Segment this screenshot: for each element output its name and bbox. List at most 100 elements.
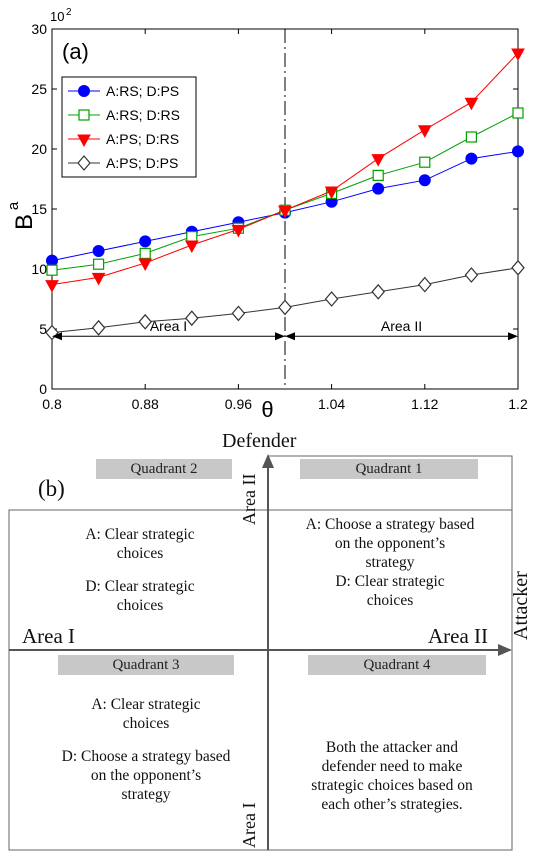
y-axis-label: B (11, 214, 38, 230)
y-tick-label: 25 (31, 81, 47, 97)
data-point (278, 205, 292, 219)
area-arrow-head-right (275, 332, 285, 341)
legend-entry: A:PS; D:PS (106, 155, 178, 171)
quadrant-1-line: strategy (365, 554, 415, 571)
series-3 (45, 48, 525, 293)
data-point (186, 231, 198, 243)
chart-annotations: Area I Area II (52, 318, 518, 341)
data-point (278, 299, 292, 316)
data-point (465, 152, 478, 165)
quadrant-4-title: Quadrant 4 (308, 655, 486, 675)
data-point (92, 245, 105, 257)
data-point (512, 145, 524, 158)
quadrant-2-line: choices (116, 597, 164, 614)
area-i-bottom-label: Area I (239, 802, 259, 848)
legend-entry: A:RS; D:RS (106, 107, 180, 123)
diagram-frame-lower (8, 509, 513, 851)
quadrant-1-title: Quadrant 1 (300, 459, 478, 479)
legend-entry: A:RS; D:PS (106, 83, 179, 99)
x-tick-label: 0.96 (225, 396, 252, 412)
quadrant-4-line: defender need to make (321, 758, 463, 775)
quadrant-2-line: choices (116, 545, 164, 562)
area-ii-top-label: Area II (239, 473, 259, 525)
data-point (419, 156, 431, 168)
data-point (324, 186, 339, 200)
data-point (139, 235, 152, 248)
quadrant-3-text: A: Clear strategic choices D: Choose a s… (28, 695, 264, 804)
area-ii-right-label: Area II (428, 624, 489, 648)
quadrant-1-text: A: Choose a strategy based on the oppone… (270, 515, 510, 610)
data-point (77, 134, 91, 148)
quadrant-1-line: A: Choose a strategy based (305, 516, 475, 533)
x-tick-label: 1.04 (318, 396, 345, 412)
data-point (185, 310, 199, 327)
data-point (231, 224, 246, 238)
y-tick-label: 15 (31, 201, 47, 217)
horizontal-axis-arrow (498, 644, 512, 656)
y-axis-label-superscript: a (5, 201, 22, 210)
data-point (184, 240, 199, 254)
area-arrow-head-left (285, 332, 295, 341)
data-point (372, 182, 385, 195)
chart-panel-label: (a) (62, 39, 89, 64)
vertical-axis-arrow (262, 454, 274, 468)
quadrant-3-line: on the opponent’s (90, 767, 202, 784)
quadrant-1-line: D: Clear strategic (335, 573, 445, 590)
data-point (92, 258, 105, 270)
data-point (464, 97, 479, 111)
data-point (231, 305, 246, 322)
attacker-label: Attacker (510, 571, 532, 640)
y-tick-label: 10 (31, 261, 47, 277)
data-point (372, 169, 384, 181)
area-i-left-label: Area I (22, 624, 76, 648)
y-multiplier-exponent: 2 (66, 7, 72, 18)
series-4 (45, 259, 525, 341)
quadrant-3-line: strategy (121, 786, 171, 803)
quadrant-2-text: A: Clear strategic choices D: Clear stra… (40, 525, 240, 615)
data-point (91, 272, 106, 286)
data-point (465, 131, 477, 143)
data-point (512, 107, 524, 119)
data-point (511, 48, 525, 62)
x-tick-label: 0.88 (132, 396, 159, 412)
data-point (511, 259, 525, 276)
x-tick-label: 1.12 (411, 396, 438, 412)
x-tick-label: 1.2 (508, 396, 528, 412)
area-label: Area I (150, 318, 187, 334)
y-tick-label: 5 (39, 321, 47, 337)
quadrant-1-line: on the opponent’s (334, 535, 446, 552)
diagram-frame-upper (268, 455, 513, 510)
y-multiplier: 10 (50, 9, 64, 24)
chart-legend: A:RS; D:PS A:RS; D:RS A:PS; D:RS A:PS; D:PS (61, 76, 197, 178)
data-point (46, 264, 58, 276)
data-point (139, 247, 151, 259)
quadrant-2-title: Quadrant 2 (96, 459, 232, 479)
x-tick-label: 0.8 (42, 396, 62, 412)
data-point (138, 258, 153, 272)
quadrant-2-line: D: Clear strategic (85, 578, 195, 595)
quadrant-2-line: A: Clear strategic (85, 526, 195, 543)
quadrant-3-line: choices (122, 715, 170, 732)
data-point (46, 254, 58, 267)
data-point (324, 291, 339, 307)
area-arrow-head-left (52, 332, 62, 341)
data-point (45, 280, 59, 293)
y-tick-label: 20 (31, 141, 47, 157)
data-point (417, 125, 432, 138)
quadrant-axes (8, 454, 513, 851)
quadrant-3-line: A: Clear strategic (91, 696, 201, 713)
data-point (78, 109, 90, 121)
data-point (418, 174, 431, 187)
y-tick-label: 30 (31, 21, 47, 37)
quadrant-4-line: each other’s strategies. (321, 796, 463, 813)
quadrant-4-line: strategic choices based on (311, 777, 473, 794)
defender-label: Defender (222, 430, 297, 452)
data-point (91, 319, 106, 336)
y-tick-label: 0 (39, 381, 47, 397)
quadrant-1-line: choices (366, 592, 414, 609)
quadrant-4-text: Both the attacker and defender need to m… (276, 738, 508, 814)
data-point (371, 283, 385, 300)
data-point (78, 85, 90, 97)
